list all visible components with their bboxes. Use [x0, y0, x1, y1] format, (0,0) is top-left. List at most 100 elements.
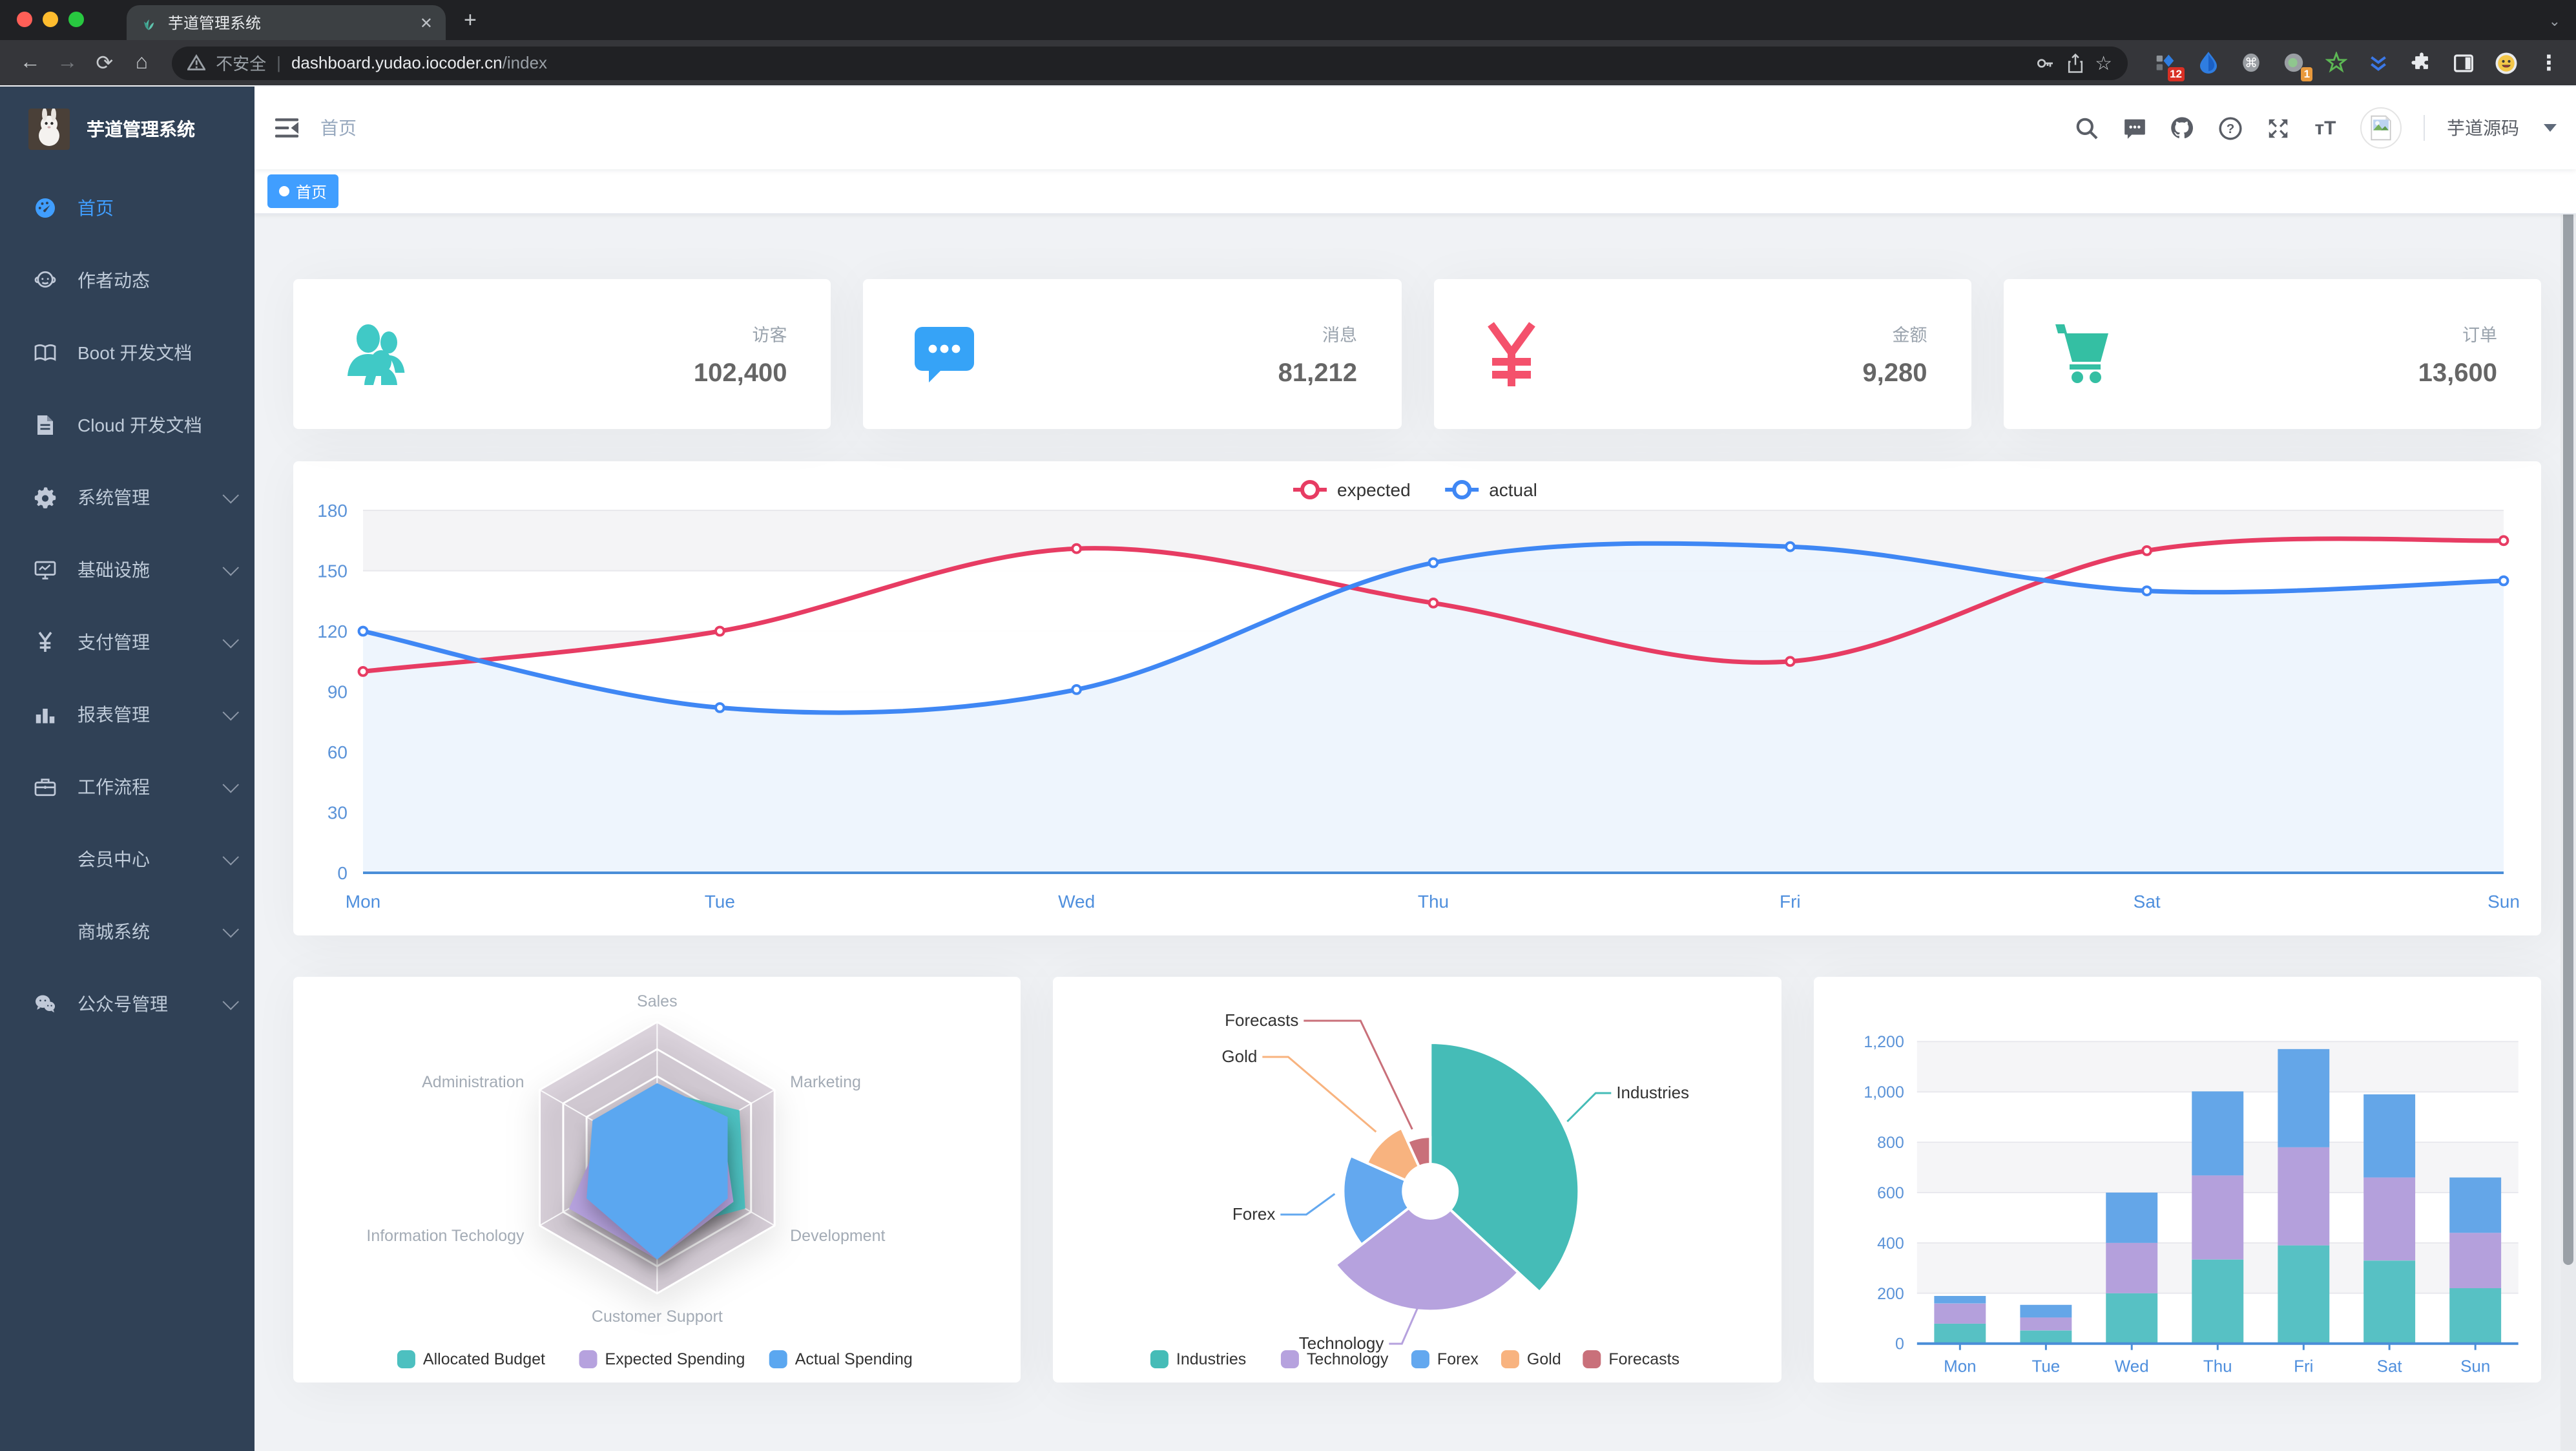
page-scrollbar[interactable] — [2560, 87, 2576, 1451]
close-window-button[interactable] — [17, 12, 32, 27]
search-icon[interactable] — [2073, 115, 2099, 141]
sector-pie-chart: Industries Technology Forex Gold Forecasts In… — [1150, 1010, 1690, 1368]
line-chart-card[interactable]: 0 30 60 90 120 150 180 Mon Tue Wed Thu Fri Sat Sun exp… — [293, 461, 2541, 935]
help-question-icon[interactable]: ? — [2217, 115, 2243, 141]
stat-card-金额[interactable]: 金额 9,280 — [1433, 279, 1971, 429]
tag-label: 首页 — [296, 183, 327, 201]
user-avatar-broken-image-icon[interactable] — [2360, 107, 2402, 149]
svg-text:200: 200 — [1876, 1285, 1904, 1303]
new-tab-button[interactable]: + — [464, 8, 477, 32]
svg-text:Sat: Sat — [2134, 892, 2161, 912]
svg-text:Administration: Administration — [422, 1073, 524, 1091]
tag-dot-icon — [279, 186, 289, 196]
hamburger-icon[interactable] — [274, 115, 300, 141]
chevron-down-icon — [222, 776, 239, 793]
macos-traffic-lights[interactable] — [17, 12, 84, 27]
share-icon[interactable] — [2065, 52, 2084, 73]
address-bar[interactable]: 不安全 | dashboard.yudao.iocoder.cn/index ☆ — [172, 46, 2128, 79]
maximize-window-button[interactable] — [68, 12, 84, 27]
security-label[interactable]: 不安全 — [216, 54, 267, 74]
message-icon[interactable] — [2121, 115, 2147, 141]
sidebar-item-系统管理[interactable]: 系统管理 — [0, 461, 254, 534]
url-text: dashboard.yudao.iocoder.cn/index — [291, 53, 547, 72]
svg-text:Forex: Forex — [1438, 1350, 1479, 1368]
svg-text:Information Techology: Information Techology — [366, 1227, 525, 1245]
github-icon[interactable] — [2169, 115, 2195, 141]
sidebar-item-基础设施[interactable]: 基础设施 — [0, 534, 254, 606]
minimize-window-button[interactable] — [43, 12, 58, 27]
sidebar-item-公众号管理[interactable]: 公众号管理 — [0, 968, 254, 1040]
extensions-puzzle-icon[interactable] — [2409, 51, 2433, 74]
url-path: /index — [502, 53, 548, 72]
sidebar-item-Cloud 开发文档[interactable]: Cloud 开发文档 — [0, 389, 254, 461]
svg-text:1,000: 1,000 — [1864, 1083, 1904, 1101]
sidebar-item-首页[interactable]: 首页 — [0, 172, 254, 244]
stat-card-订单[interactable]: 订单 13,600 — [2003, 279, 2541, 429]
svg-text:Forex: Forex — [1233, 1204, 1276, 1224]
stat-value: 13,600 — [2418, 359, 2497, 387]
font-size-icon[interactable]: ᴛT — [2314, 117, 2336, 139]
yen-icon — [34, 631, 57, 654]
browser-tab[interactable]: 芋道管理系统 ✕ — [127, 5, 446, 40]
tab-title: 芋道管理系统 — [168, 14, 262, 32]
pie-chart-card[interactable]: Industries Technology Forex Gold Forecasts In… — [1053, 977, 1781, 1383]
extension-grid-icon[interactable]: 12 — [2154, 51, 2185, 81]
svg-text:Sales: Sales — [637, 992, 678, 1010]
sidebar-item-商城系统[interactable]: 商城系统 — [0, 895, 254, 968]
back-icon[interactable]: ← — [19, 51, 41, 73]
extension-star-icon[interactable] — [2324, 51, 2347, 74]
tab-close-icon[interactable]: ✕ — [419, 14, 433, 32]
user-menu-caret-icon[interactable] — [2544, 124, 2557, 132]
stat-label: 金额 — [1892, 325, 1927, 344]
tags-view-bar: 首页 — [254, 169, 2576, 214]
svg-text:400: 400 — [1876, 1235, 1904, 1253]
svg-text:Development: Development — [790, 1227, 885, 1245]
sidebar-logo[interactable]: 芋道管理系统 — [0, 87, 254, 172]
radar-chart-card[interactable]: Sales Marketing Development Customer Suppor… — [293, 977, 1021, 1383]
svg-text:Actual Spending: Actual Spending — [795, 1350, 913, 1368]
money-icon — [1482, 322, 1552, 386]
breadcrumb[interactable]: 首页 — [320, 118, 357, 138]
dashboard-content: 访客 102,400 消息 81,212 金额 9,280 订单 13,600 … — [254, 214, 2576, 1451]
svg-text:Technology: Technology — [1299, 1333, 1384, 1353]
sidebar-item-label: Boot 开发文档 — [78, 342, 192, 363]
extension-recorder-icon[interactable]: 1 — [2281, 51, 2313, 81]
browser-menu-kebab-icon[interactable]: ⋮ — [2539, 52, 2560, 74]
stat-card-访客[interactable]: 访客 102,400 — [293, 279, 831, 429]
budget-radar-chart: Sales Marketing Development Customer Suppor… — [366, 992, 913, 1368]
tab-search-chevron-icon[interactable]: ⌄ — [2548, 14, 2560, 30]
bar-chart-card[interactable]: Mon Tue Wed Thu Fri Sat Sun 0 200 400 600 800 1,000 1… — [1813, 977, 2541, 1383]
stat-card-消息[interactable]: 消息 81,212 — [863, 279, 1401, 429]
sidebar-item-报表管理[interactable]: 报表管理 — [0, 678, 254, 751]
extension-drop-icon[interactable] — [2196, 51, 2219, 74]
side-panel-icon[interactable] — [2452, 51, 2475, 74]
svg-text:Expected Spending: Expected Spending — [605, 1350, 745, 1368]
extension-command-icon[interactable]: ⌘ — [2239, 51, 2262, 74]
sidebar-item-工作流程[interactable]: 工作流程 — [0, 751, 254, 823]
svg-text:Industries: Industries — [1177, 1350, 1247, 1368]
sidebar-item-会员中心[interactable]: 会员中心 — [0, 823, 254, 895]
password-key-icon[interactable] — [2034, 52, 2055, 73]
chevron-down-icon — [222, 921, 239, 937]
svg-text:120: 120 — [317, 621, 348, 642]
stat-label: 订单 — [2462, 325, 2497, 344]
tag-active[interactable]: 首页 — [267, 174, 339, 208]
home-icon[interactable]: ⌂ — [135, 51, 149, 73]
sidebar-item-作者动态[interactable]: 作者动态 — [0, 244, 254, 317]
sidebar-item-支付管理[interactable]: 支付管理 — [0, 606, 254, 678]
bottom-charts-row: Sales Marketing Development Customer Suppor… — [293, 977, 2541, 1383]
svg-text:180: 180 — [317, 501, 348, 521]
svg-text:Sun: Sun — [2488, 892, 2520, 912]
book-icon — [34, 341, 57, 364]
extension-chevrons-icon[interactable] — [2367, 51, 2390, 74]
svg-text:150: 150 — [317, 561, 348, 581]
bookmark-star-icon[interactable]: ☆ — [2095, 52, 2113, 74]
username-label[interactable]: 芋道源码 — [2447, 118, 2519, 138]
fullscreen-icon[interactable] — [2265, 115, 2290, 141]
profile-avatar-icon[interactable] — [2495, 51, 2518, 74]
sidebar-item-Boot 开发文档[interactable]: Boot 开发文档 — [0, 317, 254, 389]
cart-icon — [2053, 322, 2123, 386]
scrollbar-thumb[interactable] — [2563, 92, 2573, 1266]
forward-icon[interactable]: → — [57, 51, 78, 73]
reload-icon[interactable]: ⟳ — [96, 52, 114, 74]
